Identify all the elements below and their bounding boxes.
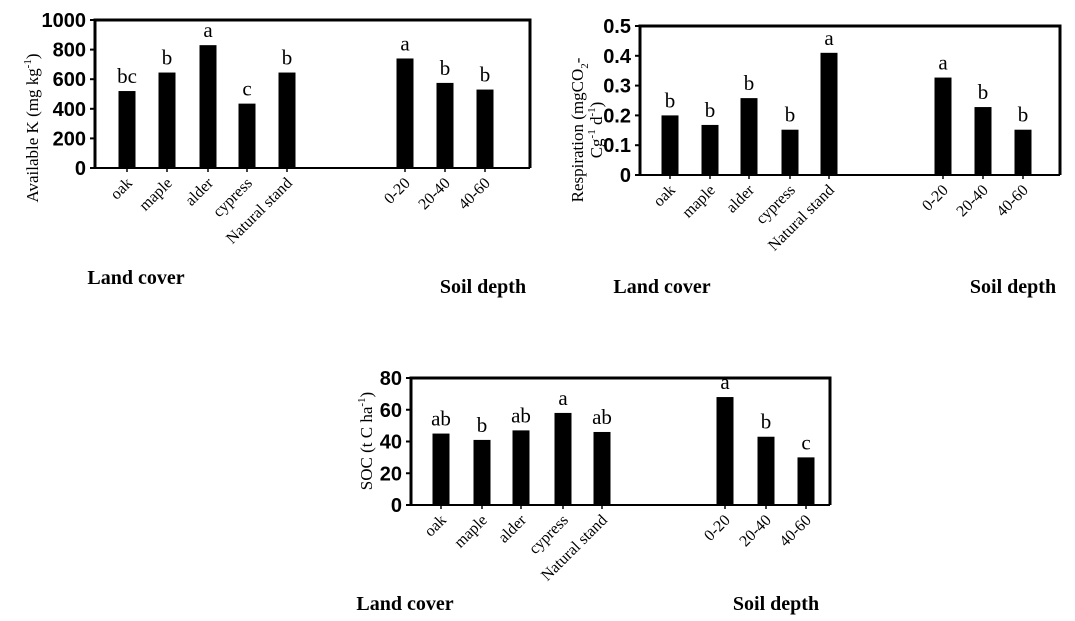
bar-40-60	[797, 457, 815, 505]
x-tick-label: 40-60	[776, 512, 814, 550]
group-label-soil-depth: Soil depth	[970, 276, 1056, 298]
group-label-land-cover: Land cover	[87, 267, 184, 289]
y-tick-label: 60	[380, 400, 402, 422]
x-tick-label: 40-60	[455, 175, 493, 213]
y-axis-label: Respiration (mgCO2-	[568, 57, 591, 202]
significance-letter: a	[938, 51, 948, 75]
chart-soc: SOC (t C ha-1) Land cover Soil depth 0 20…	[356, 368, 832, 615]
significance-letter: c	[801, 430, 810, 454]
significance-letter: ab	[511, 403, 531, 427]
x-tick-label: alder	[495, 511, 530, 546]
group-label-land-cover: Land cover	[613, 276, 710, 298]
significance-letter: b	[480, 63, 491, 87]
bar-maple	[701, 124, 719, 175]
group-label-soil-depth: Soil depth	[733, 593, 819, 615]
bar-oak	[432, 433, 450, 505]
bar-cypress	[781, 129, 799, 175]
y-tick-label: 20	[380, 463, 402, 485]
significance-letter: b	[440, 56, 451, 80]
x-tick-label: maple	[679, 182, 719, 222]
significance-letter: a	[824, 26, 834, 50]
bar-0-20	[934, 77, 952, 175]
significance-letter: ab	[431, 407, 451, 431]
bar-maple	[473, 439, 491, 505]
x-tick-label: 0-20	[701, 512, 734, 545]
y-tick-label: 0.2	[603, 105, 631, 127]
x-tick-label: 0-20	[381, 175, 414, 208]
x-tick-label: oak	[421, 512, 449, 540]
significance-letter: b	[162, 46, 173, 70]
significance-letter: b	[477, 413, 488, 437]
x-tick-label: maple	[451, 512, 491, 552]
y-tick-label: 200	[53, 128, 86, 150]
significance-letter: b	[785, 103, 796, 127]
y-tick-label: 1000	[42, 10, 87, 32]
y-tick-label: 400	[53, 99, 86, 121]
plot-frame	[638, 24, 1062, 175]
significance-letter: b	[761, 410, 772, 434]
significance-letter: b	[665, 88, 676, 112]
bar-maple	[158, 72, 176, 168]
significance-letter: ab	[592, 405, 612, 429]
x-tick-label: oak	[107, 175, 135, 203]
bar-40-60	[476, 89, 494, 168]
significance-letter: a	[558, 386, 568, 410]
y-axis-label: SOC (t C ha-1)	[356, 392, 376, 490]
bar-alder	[740, 98, 758, 175]
y-tick-label: 40	[380, 432, 402, 454]
bar-natural-stand	[820, 52, 838, 175]
bar-natural-stand	[593, 431, 611, 505]
y-axis-label: Available K (mg kg-1)	[22, 53, 42, 202]
chart-respiration: Respiration (mgCO2- Cg-1 d-1) Land cover…	[568, 16, 1062, 298]
group-label-soil-depth: Soil depth	[440, 276, 526, 298]
chart-available-k: Available K (mg kg-1) Land cover Soil de…	[22, 10, 532, 298]
bar-20-40	[974, 107, 992, 175]
y-tick-label: 600	[53, 69, 86, 91]
x-tick-label: oak	[650, 182, 678, 210]
x-tick-label: maple	[136, 175, 176, 215]
bar-20-40	[436, 82, 454, 168]
x-tick-label: 20-40	[415, 175, 453, 213]
x-tick-label: 20-40	[736, 512, 774, 550]
x-tick-label: 20-40	[953, 182, 991, 220]
x-tick-label: alder	[723, 181, 758, 216]
y-tick-label: 0	[620, 165, 631, 187]
bar-oak	[118, 91, 136, 168]
significance-letter: a	[720, 370, 730, 394]
y-axis-label-line2: Cg-1 d-1)	[586, 102, 606, 159]
group-label-land-cover: Land cover	[356, 593, 453, 615]
significance-letter: a	[203, 18, 213, 42]
y-tick-label: 0	[391, 495, 402, 517]
bar-40-60	[1014, 129, 1032, 175]
x-tick-label: 40-60	[993, 182, 1031, 220]
y-tick-label: 0.4	[603, 46, 632, 68]
significance-letter: bc	[117, 64, 137, 88]
significance-letter: a	[400, 31, 410, 55]
significance-letter: b	[282, 46, 293, 70]
y-tick-label: 0	[75, 158, 86, 180]
x-tick-label: alder	[182, 174, 217, 209]
y-tick-label: 80	[380, 368, 402, 390]
y-tick-label: 0.5	[603, 16, 631, 38]
significance-letter: b	[1018, 103, 1029, 127]
y-tick-label: 0.1	[603, 135, 631, 157]
bar-oak	[661, 115, 679, 175]
bar-natural-stand	[278, 72, 296, 168]
significance-letter: b	[744, 71, 755, 95]
bar-cypress	[554, 412, 572, 505]
significance-letter: b	[978, 80, 989, 104]
y-tick-label: 800	[53, 40, 86, 62]
bar-0-20	[396, 58, 414, 169]
bar-cypress	[238, 103, 256, 168]
y-tick-label: 0.3	[603, 76, 631, 98]
bar-alder	[512, 430, 530, 505]
bar-alder	[199, 45, 217, 168]
significance-letter: c	[242, 77, 251, 101]
x-tick-label: 0-20	[919, 182, 952, 215]
bar-0-20	[716, 397, 734, 505]
significance-letter: b	[705, 98, 716, 122]
bar-20-40	[757, 436, 775, 505]
plot-frame	[93, 18, 532, 168]
